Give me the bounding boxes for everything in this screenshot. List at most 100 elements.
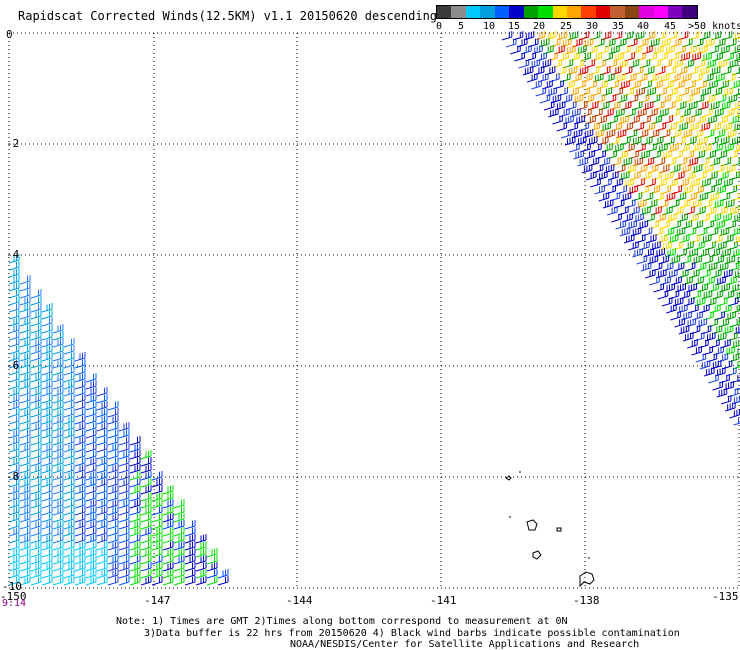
wind-barb: [151, 541, 163, 551]
wind-barb: [716, 150, 727, 160]
wind-barb: [689, 234, 701, 244]
wind-barb: [659, 38, 671, 48]
wind-barb: [30, 499, 42, 509]
wind-barb: [660, 185, 672, 195]
island-outline: [579, 571, 595, 588]
wind-barb: [598, 45, 609, 55]
wind-barb: [702, 346, 713, 356]
wind-barb: [19, 401, 31, 411]
wind-barb: [118, 464, 130, 474]
wind-barb: [631, 192, 643, 202]
wind-barb: [705, 150, 716, 160]
wind-barb: [688, 122, 700, 132]
wind-barb: [52, 485, 64, 495]
wind-barb: [74, 555, 86, 565]
wind-barb: [30, 562, 42, 572]
wind-barb: [568, 87, 580, 97]
wind-barb: [710, 31, 722, 41]
wind-barb: [667, 234, 679, 244]
wind-barb: [523, 31, 535, 41]
wind-barb: [650, 241, 661, 251]
wind-barb: [734, 53, 740, 62]
wind-barb: [622, 31, 634, 41]
wind-barb: [629, 206, 640, 216]
wind-barb: [30, 324, 42, 334]
wind-barb: [162, 548, 174, 558]
wind-barb: [644, 122, 656, 132]
wind-barb: [592, 108, 603, 118]
wind-barb: [19, 282, 31, 292]
wind-barb: [658, 255, 670, 265]
wind-barb: [8, 345, 20, 355]
wind-barb: [129, 506, 141, 516]
wind-barb: [606, 150, 617, 160]
wind-barb: [668, 143, 679, 153]
wind-barb: [19, 331, 31, 341]
wind-barb: [546, 87, 558, 97]
wind-barb: [609, 101, 621, 111]
wind-barb: [644, 213, 655, 223]
wind-barb: [107, 457, 119, 467]
wind-barb: [30, 471, 42, 481]
wind-barb: [85, 569, 97, 579]
wind-barb: [96, 562, 108, 572]
wind-barb: [715, 185, 727, 195]
wind-barb: [701, 199, 713, 209]
wind-barb: [52, 352, 64, 362]
wind-barb: [151, 471, 163, 481]
wind-barb: [665, 66, 677, 76]
wind-barb: [581, 73, 593, 83]
scale-label: 20: [533, 21, 546, 32]
wind-barb: [733, 88, 740, 97]
wind-barb: [669, 164, 681, 174]
wind-barb: [612, 87, 624, 97]
wind-barb: [575, 136, 587, 146]
wind-barb: [710, 269, 722, 279]
wind-barb: [118, 513, 130, 523]
wind-barb: [41, 352, 53, 362]
wind-barb: [704, 332, 716, 342]
scale-swatch: [480, 6, 495, 18]
wind-barb: [19, 457, 31, 467]
wind-barb: [30, 492, 42, 502]
wind-barb: [706, 115, 717, 125]
wind-barb: [8, 506, 20, 516]
wind-barb: [689, 325, 701, 335]
wind-barb: [596, 115, 607, 125]
wind-barb: [107, 492, 119, 502]
wind-barb: [19, 443, 31, 453]
wind-barb: [8, 478, 20, 488]
wind-barb: [608, 136, 620, 146]
wind-barb: [162, 527, 174, 537]
scale-swatch: [552, 6, 567, 18]
wind-barb: [140, 548, 152, 558]
wind-barb: [681, 38, 693, 48]
wind-barb: [731, 157, 740, 167]
wind-barb: [606, 59, 618, 69]
wind-barb: [722, 325, 734, 335]
wind-barb: [184, 569, 196, 579]
wind-barb: [52, 569, 64, 579]
wind-barb: [554, 45, 565, 55]
wind-barb: [661, 59, 673, 69]
wind-barb: [52, 548, 64, 558]
wind-barb: [719, 101, 731, 111]
wind-barb: [30, 520, 42, 530]
wind-barb: [41, 443, 53, 453]
wind-barb: [107, 576, 119, 586]
wind-barb: [107, 569, 119, 579]
wind-barb: [85, 527, 97, 537]
wind-barb: [605, 185, 617, 195]
wind-barb: [643, 157, 655, 167]
wind-barb: [651, 262, 663, 272]
wind-barb: [620, 101, 632, 111]
wind-barb: [573, 150, 584, 160]
wind-barb: [30, 506, 42, 516]
wind-barb: [633, 31, 645, 41]
wind-barb: [63, 499, 75, 509]
wind-barb: [682, 332, 694, 342]
wind-barb: [660, 276, 671, 286]
wind-barb: [709, 66, 721, 76]
wind-barb: [8, 527, 20, 537]
wind-barb: [52, 471, 64, 481]
